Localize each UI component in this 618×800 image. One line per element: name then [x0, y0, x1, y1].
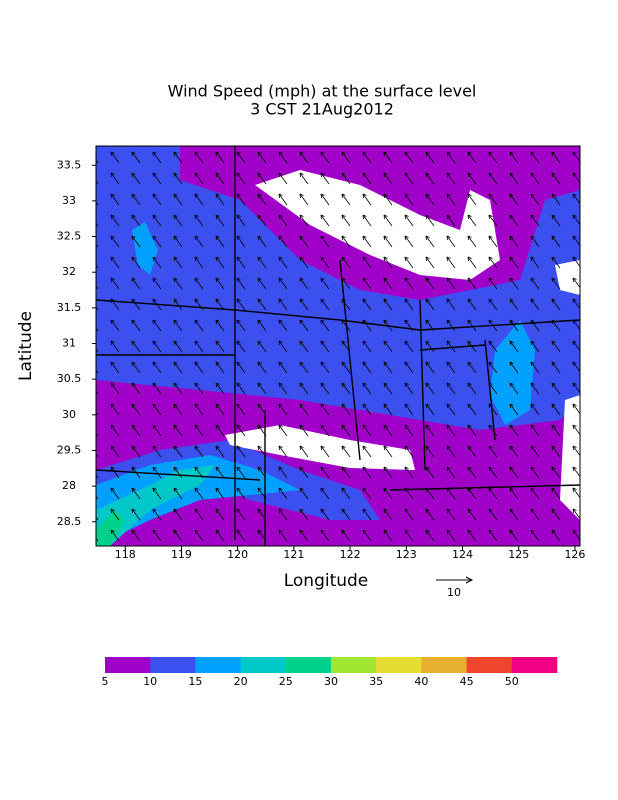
colorbar-label: 25	[279, 675, 293, 688]
colorbar-label: 10	[143, 675, 157, 688]
colorbar-label: 40	[414, 675, 428, 688]
colorbar-swatch	[105, 657, 151, 673]
y-tick-label: 31	[62, 337, 76, 350]
colorbar-swatch	[240, 657, 287, 673]
colorbar-label: 20	[234, 675, 248, 688]
vector-reference-label: 10	[447, 586, 461, 599]
x-tick-label: 125	[508, 548, 529, 561]
colorbar-label: 15	[188, 675, 202, 688]
title-line-1: Wind Speed (mph) at the surface level	[168, 82, 477, 101]
y-tick-label: 28.5	[57, 515, 82, 528]
y-tick-label: 33	[62, 194, 76, 207]
colorbar-label: 5	[102, 675, 109, 688]
y-tick-label: 30	[62, 408, 76, 421]
colorbar-label: 50	[505, 675, 519, 688]
x-tick-label: 122	[340, 548, 361, 561]
x-axis-label: Longitude	[284, 571, 369, 591]
y-tick-label: 28	[62, 479, 76, 492]
plot-frame	[95, 145, 581, 547]
y-tick-label: 29.5	[57, 443, 82, 456]
colorbar-swatch	[285, 657, 332, 673]
colorbar-swatch	[376, 657, 422, 673]
colorbar-swatch	[331, 657, 377, 673]
x-tick-label: 121	[283, 548, 304, 561]
colorbar-swatch	[150, 657, 196, 673]
colorbar-label: 45	[460, 675, 474, 688]
x-tick-label: 120	[227, 548, 248, 561]
wind-vectors	[96, 146, 580, 546]
colorbar-swatch	[421, 657, 467, 673]
colorbar-label: 35	[369, 675, 383, 688]
colorbar-swatch	[466, 657, 513, 673]
colorbar-label: 30	[324, 675, 338, 688]
y-tick-label: 33.5	[57, 158, 82, 171]
x-tick-label: 118	[115, 548, 136, 561]
y-tick-label: 31.5	[57, 301, 82, 314]
colorbar-swatch	[195, 657, 241, 673]
title-line-2: 3 CST 21Aug2012	[250, 100, 394, 119]
y-tick-label: 30.5	[57, 372, 82, 385]
x-tick-label: 124	[452, 548, 473, 561]
x-tick-label: 126	[564, 548, 585, 561]
x-tick-label: 123	[396, 548, 417, 561]
y-tick-label: 32.5	[57, 230, 82, 243]
x-tick-label: 119	[171, 548, 192, 561]
state-borders	[96, 146, 580, 546]
vector-reference-head	[465, 576, 474, 584]
y-axis-label: Latitude	[16, 311, 36, 381]
y-tick-label: 32	[62, 265, 76, 278]
colorbar-swatch	[511, 657, 558, 673]
map	[96, 146, 580, 546]
